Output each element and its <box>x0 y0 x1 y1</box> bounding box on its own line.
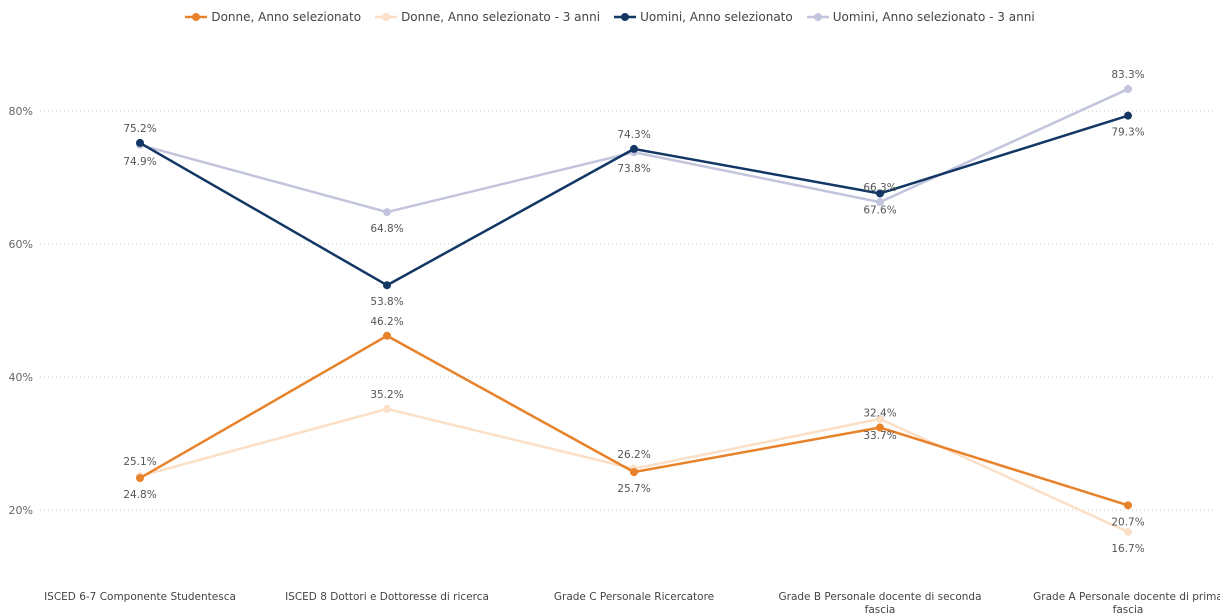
series-line[interactable] <box>138 334 1130 507</box>
data-label: 35.2% <box>370 389 403 401</box>
x-category-label: fascia <box>865 604 896 614</box>
data-label: 46.2% <box>370 316 403 328</box>
data-label: 25.7% <box>617 483 650 495</box>
legend-swatch <box>614 13 637 21</box>
data-point[interactable] <box>876 189 884 198</box>
data-point[interactable] <box>383 208 391 217</box>
legend-item[interactable]: Donne, Anno selezionato <box>185 10 361 24</box>
data-point[interactable] <box>876 198 884 207</box>
x-category-label: Grade B Personale docente di seconda <box>778 591 981 603</box>
legend-item[interactable]: Uomini, Anno selezionato <box>614 10 793 24</box>
data-label-layer: 24.8% 46.2% 25.7% 32.4% 20.7% 25.1% 35.2% 26.2%… <box>123 69 1144 555</box>
y-tick-label: 80% <box>9 105 33 118</box>
data-label: 20.7% <box>1111 516 1144 528</box>
legend-swatch <box>185 13 208 21</box>
data-label: 79.3% <box>1111 127 1144 139</box>
data-label: 67.6% <box>863 204 896 216</box>
data-label: 66.3% <box>863 182 896 194</box>
y-tick-label: 20% <box>9 504 33 517</box>
data-point[interactable] <box>876 423 884 432</box>
legend-label: Donne, Anno selezionato <box>211 10 362 24</box>
data-point[interactable] <box>876 414 884 423</box>
legend-swatch <box>806 13 829 21</box>
data-label: 32.4% <box>863 408 896 420</box>
data-point[interactable] <box>383 404 391 413</box>
data-point[interactable] <box>1124 111 1132 120</box>
legend-label: Uomini, Anno selezionato - 3 anni <box>832 10 1035 24</box>
x-category-label: ISCED 6-7 Componente Studentesca <box>44 591 236 603</box>
series-layer <box>136 85 1132 536</box>
data-point[interactable] <box>1124 501 1132 510</box>
data-label: 73.8% <box>617 163 650 175</box>
data-label: 74.9% <box>123 156 156 168</box>
data-point[interactable] <box>383 331 391 340</box>
y-tick-label: 60% <box>9 238 33 251</box>
x-category-label: Grade C Personale Ricercatore <box>554 591 714 603</box>
data-label: 16.7% <box>1111 543 1144 555</box>
data-label: 64.8% <box>370 223 403 235</box>
legend-swatch <box>375 13 398 21</box>
data-point[interactable] <box>630 468 638 477</box>
data-label: 25.1% <box>123 456 156 468</box>
legend-label: Uomini, Anno selezionato <box>640 10 793 24</box>
data-point[interactable] <box>383 281 391 290</box>
series-line[interactable] <box>138 114 1130 287</box>
data-label: 26.2% <box>617 449 650 461</box>
data-label: 74.3% <box>617 129 650 141</box>
data-label: 53.8% <box>370 296 403 308</box>
data-label: 75.2% <box>123 123 156 135</box>
chart-legend: Donne, Anno selezionato Donne, Anno selez… <box>0 10 1220 24</box>
axis-layer: 20% 40% 60% 80% ISCED 6-7 Componente Student… <box>9 105 1220 614</box>
legend-label: Donne, Anno selezionato - 3 anni <box>401 10 601 24</box>
data-point[interactable] <box>1124 527 1132 536</box>
y-tick-label: 40% <box>9 371 33 384</box>
x-category-label: fascia <box>1113 604 1144 614</box>
legend-item[interactable]: Donne, Anno selezionato - 3 anni <box>375 10 600 24</box>
legend-item[interactable]: Uomini, Anno selezionato - 3 anni <box>806 10 1035 24</box>
data-point[interactable] <box>136 138 144 147</box>
data-point[interactable] <box>136 474 144 483</box>
data-label: 83.3% <box>1111 69 1144 81</box>
x-category-label: ISCED 8 Dottori e Dottoresse di ricerca <box>285 591 489 603</box>
data-label: 24.8% <box>123 489 156 501</box>
data-label: 33.7% <box>863 430 896 442</box>
data-point[interactable] <box>1124 85 1132 94</box>
x-category-label: Grade A Personale docente di prima <box>1033 591 1220 603</box>
data-point[interactable] <box>630 144 638 153</box>
